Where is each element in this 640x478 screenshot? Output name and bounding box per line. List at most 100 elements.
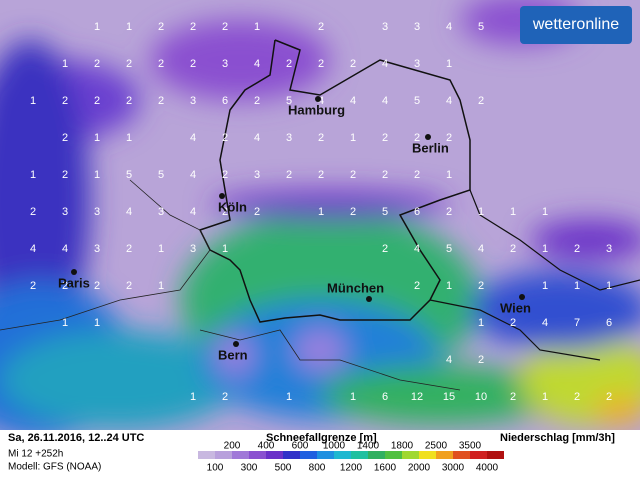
city-dot [366, 296, 372, 302]
grid-value: 2 [574, 243, 580, 255]
legend-label: 200 [224, 441, 241, 452]
grid-value: 2 [126, 243, 132, 255]
grid-value: 2 [62, 132, 68, 144]
grid-value: 4 [382, 95, 388, 107]
city-dot [315, 96, 321, 102]
grid-value: 1 [478, 206, 484, 218]
grid-value: 1 [286, 391, 292, 403]
legend-swatch [470, 451, 487, 459]
grid-value: 3 [222, 58, 228, 70]
grid-value: 10 [475, 391, 487, 403]
grid-value: 2 [222, 21, 228, 33]
grid-value: 3 [190, 243, 196, 255]
legend-swatch [266, 451, 283, 459]
legend-label: 2500 [425, 441, 448, 452]
grid-value: 3 [94, 243, 100, 255]
logo[interactable]: wetteronline [532, 16, 619, 33]
legend-label: 300 [241, 463, 258, 474]
grid-value: 3 [158, 206, 164, 218]
grid-value: 1 [126, 21, 132, 33]
grid-value: 1 [30, 169, 36, 181]
grid-value: 1 [350, 132, 356, 144]
grid-value: 2 [254, 95, 260, 107]
legend-swatch [402, 451, 419, 459]
grid-value: 1 [254, 21, 260, 33]
legend-swatch [334, 451, 351, 459]
grid-value: 3 [606, 243, 612, 255]
grid-value: 2 [222, 169, 228, 181]
grid-value: 1 [446, 280, 452, 292]
grid-value: 2 [190, 21, 196, 33]
legend-label: 1000 [323, 441, 346, 452]
grid-value: 2 [446, 206, 452, 218]
grid-value: 2 [382, 243, 388, 255]
grid-value: 3 [62, 206, 68, 218]
legend-label: 600 [292, 441, 309, 452]
grid-value: 1 [542, 280, 548, 292]
grid-value: 1 [190, 391, 196, 403]
grid-value: 2 [350, 169, 356, 181]
city-dot [219, 193, 225, 199]
grid-value: 4 [542, 317, 548, 329]
legend-label: 1200 [340, 463, 363, 474]
legend-swatch [215, 451, 232, 459]
grid-value: 1 [542, 391, 548, 403]
city-dot [71, 269, 77, 275]
grid-value: 2 [350, 58, 356, 70]
grid-value: 2 [222, 132, 228, 144]
grid-value: 2 [446, 132, 452, 144]
model: Modell: GFS (NOAA) [8, 462, 101, 473]
city-dot [425, 134, 431, 140]
legend-label: 800 [309, 463, 326, 474]
grid-value: 1 [158, 280, 164, 292]
legend-title: Schneefallgrenze [m] [266, 432, 377, 444]
grid-value: 2 [62, 169, 68, 181]
legend-swatch [198, 451, 215, 459]
grid-value: 4 [30, 243, 36, 255]
city-label: Paris [58, 275, 90, 290]
city-label: Berlin [412, 140, 449, 155]
city-label: Bern [218, 347, 248, 362]
grid-value: 2 [478, 95, 484, 107]
legend-swatch [368, 451, 385, 459]
legend-swatch [283, 451, 300, 459]
legend-swatch [436, 451, 453, 459]
grid-value: 1 [574, 280, 580, 292]
grid-value: 2 [62, 95, 68, 107]
city-label: Hamburg [288, 102, 345, 117]
grid-value: 5 [286, 95, 292, 107]
grid-value: 2 [94, 58, 100, 70]
legend-swatch [453, 451, 470, 459]
grid-value: 5 [382, 206, 388, 218]
grid-value: 1 [30, 95, 36, 107]
legend-label: 1800 [391, 441, 414, 452]
grid-value: 4 [446, 21, 452, 33]
grid-value: 1 [446, 58, 452, 70]
grid-value: 4 [190, 169, 196, 181]
grid-value: 2 [318, 169, 324, 181]
grid-value: 2 [94, 280, 100, 292]
grid-value: 2 [94, 95, 100, 107]
grid-value: 2 [478, 354, 484, 366]
grid-value: 1 [510, 206, 516, 218]
grid-value: 1 [126, 132, 132, 144]
grid-value: 1 [542, 206, 548, 218]
city-label: Wien [500, 300, 531, 315]
grid-value: 4 [446, 354, 452, 366]
grid-value: 4 [382, 58, 388, 70]
grid-value: 1 [542, 243, 548, 255]
grid-value: 1 [62, 317, 68, 329]
grid-value: 4 [350, 95, 356, 107]
grid-value: 7 [574, 317, 580, 329]
grid-value: 2 [510, 243, 516, 255]
legend-swatch [249, 451, 266, 459]
grid-value: 4 [318, 95, 324, 107]
grid-value: 2 [318, 58, 324, 70]
grid-value: 5 [446, 243, 452, 255]
grid-value: 1 [158, 243, 164, 255]
grid-value: 2 [382, 132, 388, 144]
grid-value: 4 [254, 58, 260, 70]
legend-swatch [385, 451, 402, 459]
legend-label: 100 [207, 463, 224, 474]
